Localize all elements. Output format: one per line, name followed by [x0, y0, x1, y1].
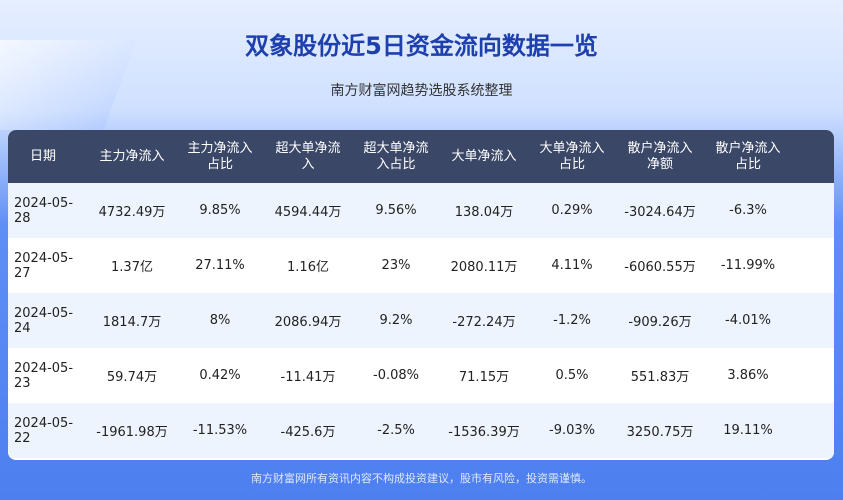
column-header: 超大单净流 入 — [275, 140, 341, 172]
table-cell: 138.04万 — [454, 205, 514, 220]
table-cell: 2024-05-28 — [14, 195, 74, 226]
disclaimer: 南方财富网所有资讯内容不构成投资建议，股市有风险，投资需谨慎。 — [251, 472, 592, 485]
table-cell: 0.5% — [555, 368, 589, 383]
table-cell: 2080.11万 — [450, 260, 518, 275]
column-header: 大单净流入 — [451, 148, 517, 164]
table-cell: -1.2% — [553, 313, 591, 328]
table-cell: 2086.94万 — [274, 315, 342, 330]
table-row: 2024-05-22 -1961.98万 -11.53% -425.6万 -2.5% -1… — [8, 403, 834, 458]
column-header: 主力净流入 占比 — [187, 140, 253, 172]
table-cell: -11.41万 — [280, 370, 336, 385]
column-header: 散户净流入 占比 — [715, 140, 781, 172]
table-cell: 23% — [381, 258, 411, 273]
table-cell: 2024-05-22 — [14, 415, 74, 446]
table-cell: 1.37亿 — [111, 260, 153, 275]
table-cell: 551.83万 — [630, 370, 690, 385]
table-cell: -11.53% — [192, 423, 248, 438]
table-cell: 3250.75万 — [626, 425, 694, 440]
table-cell: 27.11% — [195, 258, 245, 273]
table-cell: 2024-05-23 — [14, 360, 74, 391]
table-cell: 0.29% — [551, 203, 593, 218]
column-header: 大单净流入 占比 — [539, 140, 605, 172]
table-cell: 2024-05-24 — [14, 305, 74, 336]
table-cell: 8% — [209, 313, 231, 328]
column-header: 日期 — [30, 148, 57, 164]
table-cell: 1.16亿 — [287, 260, 329, 275]
table-cell: -4.01% — [725, 313, 771, 328]
table-cell: 9.85% — [199, 203, 241, 218]
table-row: 2024-05-23 59.74万 0.42% -11.41万 -0.08% 71.15万… — [8, 348, 834, 403]
table-cell: -6.3% — [729, 203, 767, 218]
table-cell: 4732.49万 — [98, 205, 166, 220]
table-cell: 1814.7万 — [102, 315, 162, 330]
column-header: 主力净流入 — [99, 148, 165, 164]
fund-flow-table: 日期 主力净流入 主力净流入 占比 超大单净流 入超大单净流 入占比 大单净流入 大单净流… — [8, 130, 834, 460]
table-cell: 9.56% — [375, 203, 417, 218]
table-cell: 71.15万 — [458, 370, 510, 385]
table-cell: 0.42% — [199, 368, 241, 383]
table-row: 2024-05-24 1814.7万 8% 2086.94万 9.2% -272.24万 -… — [8, 293, 834, 348]
table-row: 2024-05-27 1.37亿 27.11% 1.16亿 23% 2080.11万 4.1… — [8, 238, 834, 293]
table-row: 2024-05-28 4732.49万 9.85% 4594.44万 9.56% 138.… — [8, 183, 834, 238]
table-cell: -0.08% — [373, 368, 419, 383]
column-header: 散户净流入 净额 — [627, 140, 693, 172]
table-cell: 9.2% — [379, 313, 413, 328]
table-cell: 19.11% — [723, 423, 773, 438]
page-title: 双象股份近5日资金流向数据一览 — [245, 32, 598, 60]
table-cell: 3.86% — [727, 368, 769, 383]
table-cell: -6060.55万 — [624, 260, 696, 275]
table-cell: 4.11% — [551, 258, 593, 273]
table-cell: -272.24万 — [452, 315, 516, 330]
table-cell: -9.03% — [549, 423, 595, 438]
table-cell: -3024.64万 — [624, 205, 696, 220]
table-cell: -2.5% — [377, 423, 415, 438]
table-cell: -425.6万 — [280, 425, 336, 440]
page-subtitle: 南方财富网趋势选股系统整理 — [330, 83, 513, 99]
table-cell: -1536.39万 — [448, 425, 520, 440]
table-cell: 4594.44万 — [274, 205, 342, 220]
table-cell: -909.26万 — [628, 315, 692, 330]
table-header: 日期 主力净流入 主力净流入 占比 超大单净流 入超大单净流 入占比 大单净流入 大单净流… — [8, 130, 834, 183]
table-cell: 59.74万 — [106, 370, 158, 385]
table-cell: 2024-05-27 — [14, 250, 74, 281]
table-cell: -11.99% — [720, 258, 776, 273]
column-header: 超大单净流 入占比 — [363, 140, 429, 172]
table-cell: -1961.98万 — [96, 425, 168, 440]
